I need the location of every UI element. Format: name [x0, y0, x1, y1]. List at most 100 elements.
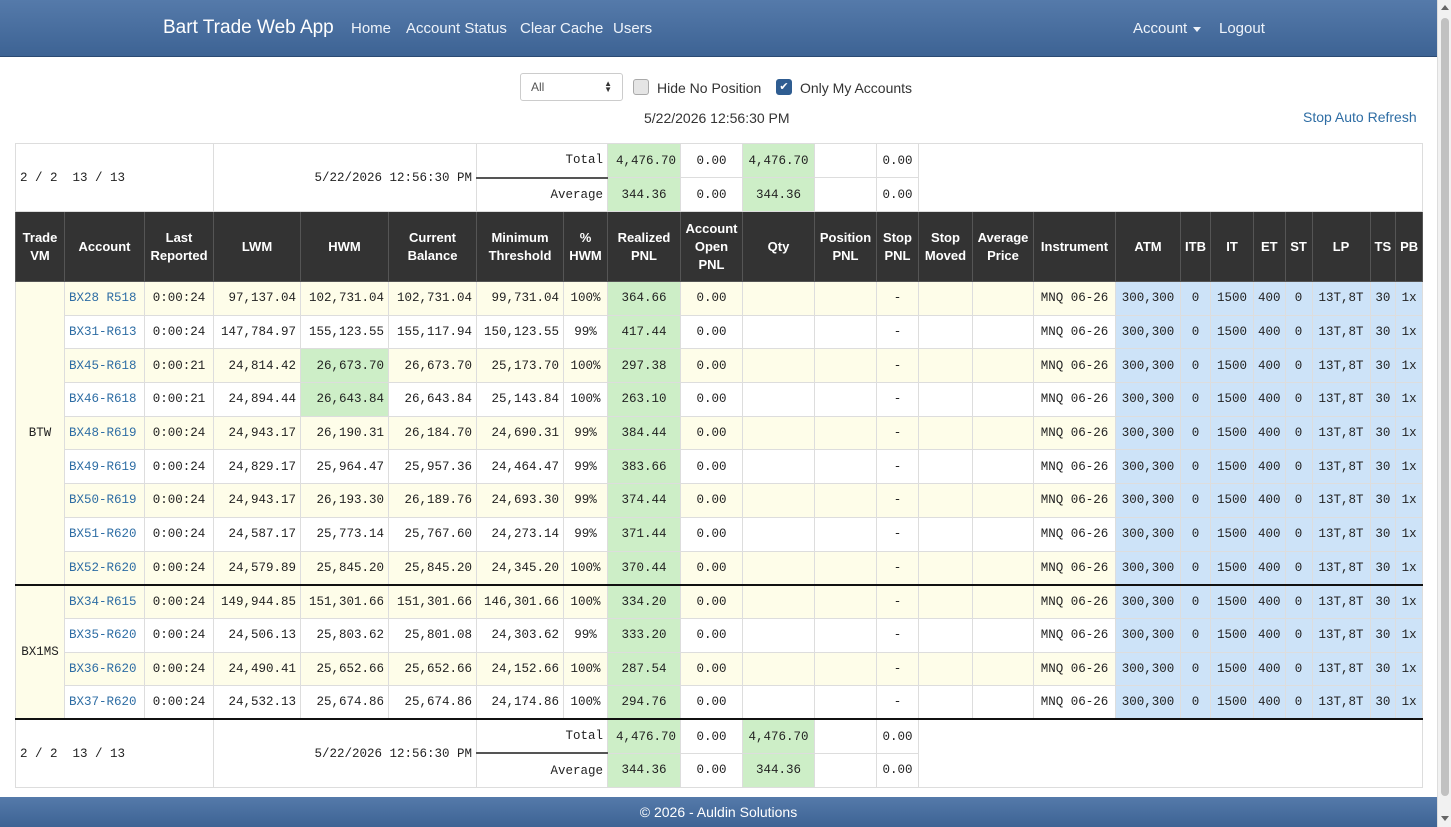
nav-users[interactable]: Users [613, 20, 653, 37]
column-header-18[interactable]: IT [1210, 211, 1254, 282]
column-header-7[interactable]: % HWM [563, 211, 608, 282]
minimum-threshold-cell: 150,123.55 [476, 314, 564, 350]
pct-hwm-cell: 99% [563, 516, 608, 552]
position-pnl-cell [814, 281, 877, 316]
stop-moved-cell [918, 685, 973, 720]
pct-hwm-cell: 99% [563, 483, 608, 518]
scrollbar-thumb[interactable] [1441, 18, 1449, 796]
column-header-11[interactable]: Position PNL [814, 211, 877, 282]
column-header-5[interactable]: Current Balance [388, 211, 477, 282]
column-header-23[interactable]: PB [1395, 211, 1424, 282]
only-my-accounts-label[interactable]: Only My Accounts [800, 80, 913, 96]
atm-cell: 300,300 [1115, 382, 1181, 417]
stop-pnl-cell: - [876, 415, 919, 451]
table-row: BX50-R619 0:00:24 24,943.17 26,193.30 26,189… [16, 483, 1424, 518]
nav-clear-cache[interactable]: Clear Cache [520, 20, 604, 37]
account-link[interactable]: BX35-R620 [69, 628, 137, 643]
realized-pnl-cell: 384.44 [607, 415, 681, 451]
column-header-8[interactable]: Realized PNL [607, 211, 681, 282]
account-link[interactable]: BX48-R619 [69, 426, 137, 441]
atm-cell: 300,300 [1115, 281, 1181, 316]
column-header-12[interactable]: Stop PNL [876, 211, 919, 282]
account-link[interactable]: BX52-R620 [69, 560, 137, 575]
hide-no-position-checkbox[interactable] [633, 79, 649, 95]
column-header-10[interactable]: Qty [742, 211, 815, 282]
account-link[interactable]: BX28 R518 [69, 291, 137, 306]
pb-cell: 1x [1395, 583, 1424, 619]
column-header-20[interactable]: ST [1284, 211, 1313, 282]
summary-top-average-label: Average [476, 177, 608, 212]
ts-cell: 30 [1369, 415, 1397, 451]
table-row: BX52-R620 0:00:24 24,579.89 25,845.20 25,845… [16, 550, 1424, 586]
pct-hwm-cell: 100% [563, 382, 608, 417]
lwm-cell: 24,943.17 [213, 483, 301, 518]
account-link[interactable]: BX51-R620 [69, 527, 137, 542]
stop-auto-refresh-link[interactable]: Stop Auto Refresh [1303, 109, 1417, 125]
current-balance-cell: 25,845.20 [388, 550, 477, 586]
open-pnl-cell: 0.00 [680, 550, 743, 586]
logout-link[interactable]: Logout [1219, 20, 1265, 37]
column-header-16[interactable]: ATM [1115, 211, 1181, 282]
itb-cell: 0 [1180, 483, 1211, 518]
last-reported-cell: 0:00:24 [144, 415, 214, 451]
column-header-12-line-0: Stop [883, 229, 912, 245]
hide-no-position-label[interactable]: Hide No Position [657, 80, 762, 96]
column-header-6[interactable]: Minimum Threshold [476, 211, 564, 282]
column-header-0[interactable]: Trade VM [15, 211, 65, 282]
account-link[interactable]: BX36-R620 [69, 661, 137, 676]
column-header-19[interactable]: ET [1253, 211, 1286, 282]
only-my-accounts-checkbox[interactable]: ✔ [776, 79, 792, 95]
nav-home[interactable]: Home [351, 20, 392, 37]
ts-cell: 30 [1369, 685, 1397, 720]
column-header-17[interactable]: ITB [1180, 211, 1211, 282]
stop-moved-cell [918, 281, 973, 316]
summary-top-total-fill [917, 143, 1424, 212]
last-reported-cell: 0:00:21 [144, 382, 214, 417]
open-pnl-cell: 0.00 [680, 617, 743, 653]
column-header-15[interactable]: Instrument [1033, 211, 1116, 282]
column-header-1[interactable]: Account [64, 211, 145, 282]
account-link[interactable]: BX46-R618 [69, 392, 137, 407]
scroll-down-icon[interactable] [1441, 816, 1449, 821]
itb-cell: 0 [1180, 617, 1211, 653]
pct-hwm-cell: 99% [563, 449, 608, 485]
column-header-13[interactable]: Stop Moved [918, 211, 973, 282]
column-header-9[interactable]: Account Open PNL [680, 211, 743, 282]
hwm-cell: 155,123.55 [300, 314, 389, 350]
account-dropdown[interactable]: Account [1133, 20, 1202, 37]
column-header-22[interactable]: TS [1369, 211, 1397, 282]
column-header-2-line-1: Reported [150, 247, 208, 263]
table-row: BX51-R620 0:00:24 24,587.17 25,773.14 25,767… [16, 516, 1424, 552]
nav-account-status[interactable]: Account Status [406, 20, 507, 37]
open-pnl-cell: 0.00 [680, 382, 743, 417]
et-cell: 400 [1253, 348, 1286, 384]
account-cell: BX36-R620 [64, 651, 145, 687]
open-pnl-cell: 0.00 [680, 449, 743, 485]
average-price-cell [972, 651, 1034, 687]
account-cell: BX48-R619 [64, 415, 145, 451]
account-cell: BX34-R615 [64, 583, 145, 619]
it-cell: 1500 [1210, 617, 1254, 653]
column-header-2[interactable]: Last Reported [144, 211, 214, 282]
column-header-4[interactable]: HWM [300, 211, 389, 282]
column-header-3[interactable]: LWM [213, 211, 301, 282]
account-link[interactable]: BX50-R619 [69, 493, 137, 508]
realized-pnl-cell: 294.76 [607, 685, 681, 720]
account-dropdown-label: Account [1133, 20, 1188, 37]
account-link[interactable]: BX45-R618 [69, 358, 137, 373]
lwm-cell: 24,579.89 [213, 550, 301, 586]
vertical-scrollbar[interactable] [1437, 0, 1451, 827]
scroll-up-icon[interactable] [1441, 5, 1449, 10]
position-pnl-cell [814, 348, 877, 384]
account-link[interactable]: BX37-R620 [69, 695, 137, 710]
column-header-14[interactable]: Average Price [972, 211, 1034, 282]
account-link[interactable]: BX49-R619 [69, 459, 137, 474]
account-link[interactable]: BX34-R615 [69, 594, 137, 609]
column-header-21[interactable]: LP [1311, 211, 1371, 282]
stop-pnl-cell: - [876, 617, 919, 653]
account-link[interactable]: BX31-R613 [69, 325, 137, 340]
column-header-11-line-0: Position [819, 229, 872, 245]
chevron-down-icon [1193, 26, 1202, 32]
brand-title[interactable]: Bart Trade Web App [163, 17, 334, 38]
vm-filter-select[interactable]: All ▲ ▼ [520, 73, 623, 101]
